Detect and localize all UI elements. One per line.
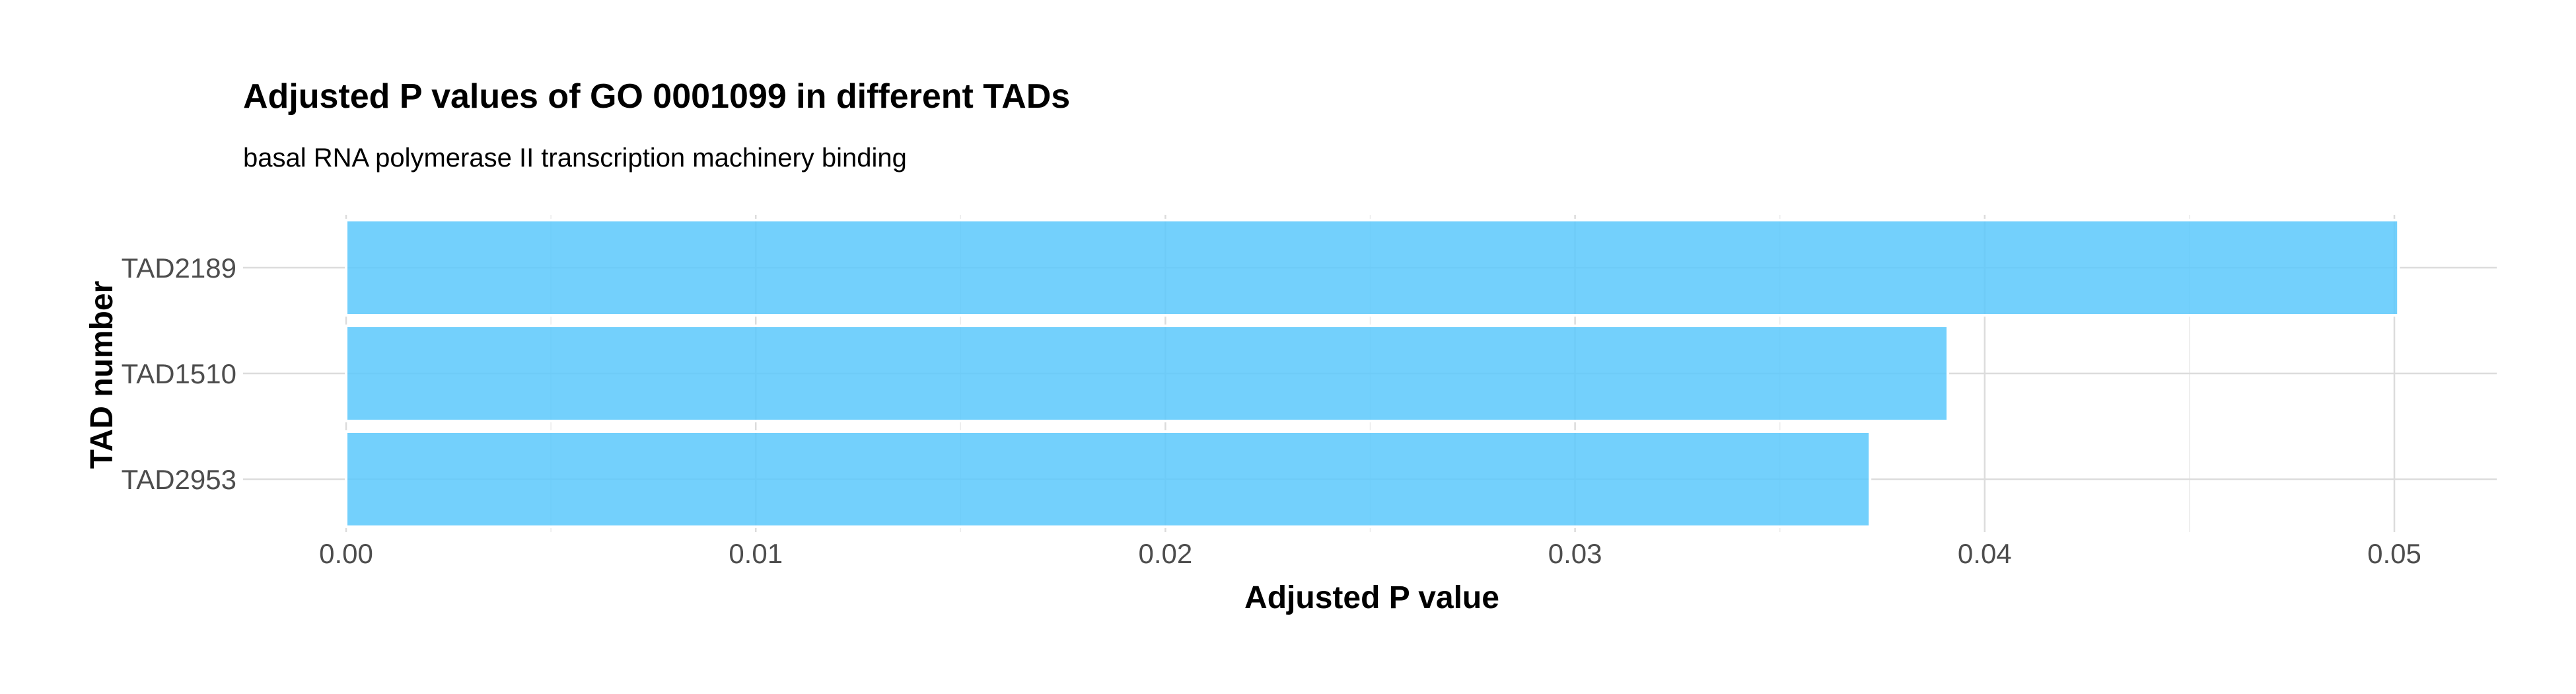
x-tick-label: 0.00 [319,538,373,569]
chart-title: Adjusted P values of GO 0001099 in diffe… [243,77,1070,116]
bar-tad1510 [345,325,1949,422]
y-tick-label: TAD1510 [122,358,236,389]
y-tick-label: TAD2189 [122,252,236,284]
bars [345,219,2400,528]
bar-tad2953 [345,430,1872,528]
chart-subtitle: basal RNA polymerase II transcription ma… [243,143,907,173]
x-tick-label: 0.02 [1139,538,1193,569]
x-tick-label: 0.05 [2367,538,2421,569]
ticks: 0.00 0.01 0.02 0.03 0.04 0.05 TAD2189 TAD1510 TA… [122,252,2421,569]
x-tick-label: 0.04 [1958,538,2012,569]
x-axis-title: Adjusted P value [1244,580,1499,615]
x-tick-label: 0.03 [1548,538,1602,569]
y-axis-title: TAD number [85,281,120,469]
bar-tad2189 [345,219,2400,317]
y-tick-label: TAD2953 [122,464,236,495]
x-tick-label: 0.01 [729,538,783,569]
